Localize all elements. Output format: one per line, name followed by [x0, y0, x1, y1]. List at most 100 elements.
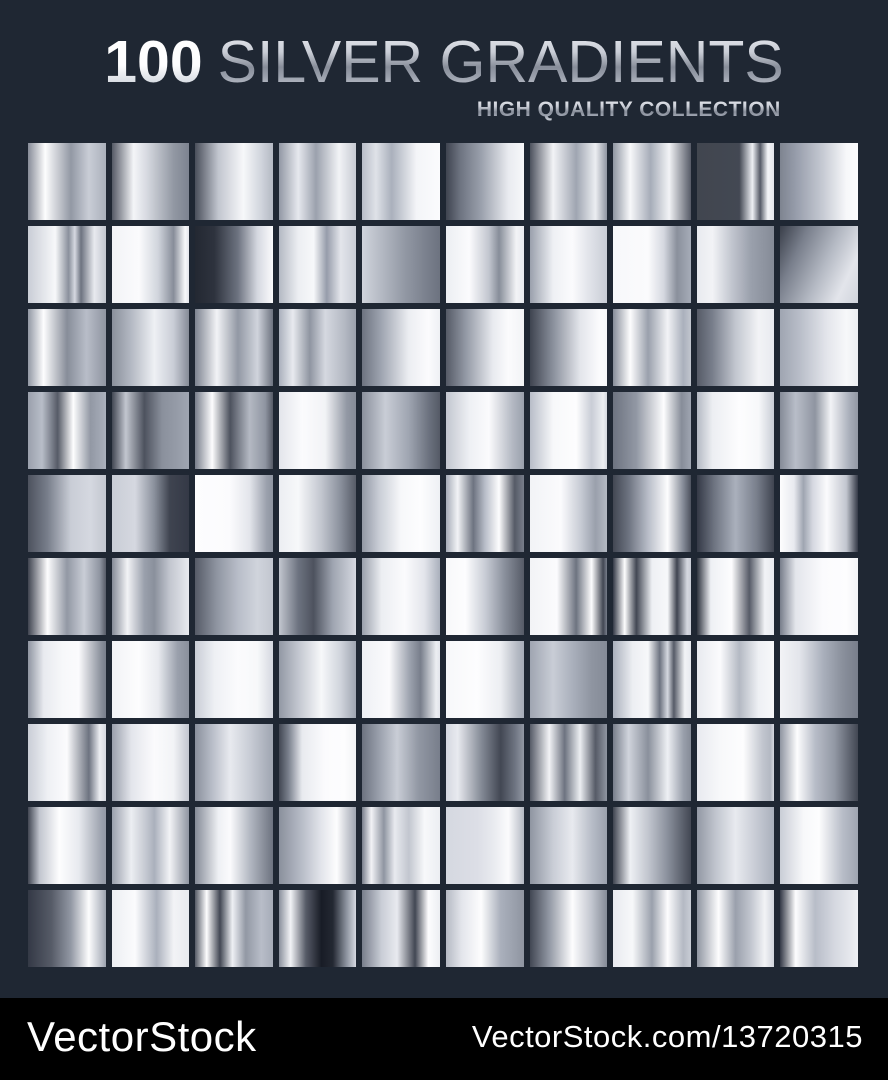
page-title: 100 SILVER GRADIENTS	[104, 33, 784, 92]
gradient-swatch-r7-c10	[780, 641, 858, 718]
gradient-swatch-r6-c5	[362, 558, 440, 635]
gradient-swatch-r4-c3	[195, 392, 273, 469]
gradient-swatch-r10-c4	[278, 890, 357, 967]
gradient-swatch-r4-c8	[613, 392, 691, 469]
gradient-swatch-r1-c8	[613, 143, 691, 220]
gradient-swatch-r6-c4	[278, 558, 357, 635]
gradient-swatch-r1-c7	[529, 143, 608, 220]
gradient-swatch-r7-c5	[362, 641, 440, 718]
gradient-swatch-r6-c9	[696, 558, 775, 635]
gradient-swatch-r7-c4	[278, 641, 357, 718]
gradient-swatch-r6-c2	[111, 558, 190, 635]
gradient-swatch-r10-c7	[529, 890, 608, 967]
gradient-swatch-r6-c1	[28, 558, 106, 635]
gradient-swatch-r6-c7	[529, 558, 608, 635]
gradient-swatch-r6-c3	[195, 558, 273, 635]
gradient-swatch-r4-c5	[362, 392, 440, 469]
gradient-swatch-r1-c3	[195, 143, 273, 220]
gradient-swatch-r2-c1	[28, 226, 106, 303]
gradient-swatch-r2-c7	[529, 226, 608, 303]
gradient-swatch-r4-c1	[28, 392, 106, 469]
gradient-swatch-r3-c9	[696, 309, 775, 386]
gradient-swatch-r8-c7	[529, 724, 608, 801]
gradient-swatch-r7-c1	[28, 641, 106, 718]
gradient-swatch-r9-c4	[278, 807, 357, 884]
gradient-swatch-r10-c6	[445, 890, 524, 967]
gradient-swatch-r2-c10	[780, 226, 858, 303]
header: 100 SILVER GRADIENTS HIGH QUALITY COLLECT…	[0, 0, 888, 122]
gradient-swatch-r9-c6	[445, 807, 524, 884]
gradient-swatch-r3-c3	[195, 309, 273, 386]
gradient-swatch-r10-c1	[28, 890, 106, 967]
gradient-swatch-r5-c5	[362, 475, 440, 552]
gradient-swatch-r1-c9	[696, 143, 775, 220]
gradient-swatch-r1-c4	[278, 143, 357, 220]
gradient-swatch-r8-c6	[445, 724, 524, 801]
gradient-swatch-r8-c9	[696, 724, 775, 801]
gradient-swatch-r1-c10	[780, 143, 858, 220]
gradient-swatch-r6-c10	[780, 558, 858, 635]
gradient-swatch-r5-c6	[445, 475, 524, 552]
gradient-swatch-r9-c1	[28, 807, 106, 884]
gradient-count-label: 100	[104, 29, 203, 95]
gradient-swatch-r4-c9	[696, 392, 775, 469]
gradient-swatch-r6-c8	[613, 558, 691, 635]
gradient-swatch-r3-c7	[529, 309, 608, 386]
gradient-swatch-r8-c10	[780, 724, 858, 801]
gradient-swatch-r3-c4	[278, 309, 357, 386]
subtitle-label: HIGH QUALITY COLLECTION	[104, 98, 784, 122]
watermark-url: VectorStock.com/13720315	[471, 1019, 863, 1054]
gradient-swatch-r8-c3	[195, 724, 273, 801]
gradient-swatch-r3-c6	[445, 309, 524, 386]
gradient-swatch-r5-c1	[28, 475, 106, 552]
gradient-swatch-r9-c7	[529, 807, 608, 884]
gradient-swatch-r7-c9	[696, 641, 775, 718]
gradient-swatch-r3-c1	[28, 309, 106, 386]
gradient-swatch-r7-c2	[111, 641, 190, 718]
gradient-swatch-r2-c6	[445, 226, 524, 303]
gradient-swatch-r4-c10	[780, 392, 858, 469]
gradient-swatch-r2-c5	[362, 226, 440, 303]
gradient-swatch-r8-c5	[362, 724, 440, 801]
title-label: SILVER GRADIENTS	[217, 29, 784, 95]
gradient-swatch-r9-c8	[613, 807, 691, 884]
brand-logo-text: VectorStock	[27, 1013, 257, 1060]
gradient-swatch-r3-c5	[362, 309, 440, 386]
gradient-swatch-r4-c4	[278, 392, 357, 469]
gradient-swatch-r8-c4	[278, 724, 357, 801]
gradient-swatch-r7-c3	[195, 641, 273, 718]
gradient-swatch-r9-c9	[696, 807, 775, 884]
gradient-swatch-r3-c2	[111, 309, 190, 386]
gradient-swatch-r7-c7	[529, 641, 608, 718]
gradient-swatch-r1-c2	[111, 143, 190, 220]
gradient-swatch-r10-c8	[613, 890, 691, 967]
gradient-swatch-r5-c8	[613, 475, 691, 552]
gradient-grid	[28, 143, 858, 967]
gradient-swatch-r9-c2	[111, 807, 190, 884]
gradient-swatch-r3-c8	[613, 309, 691, 386]
gradient-swatch-r4-c6	[445, 392, 524, 469]
gradient-swatch-r5-c9	[696, 475, 775, 552]
gradient-swatch-r9-c3	[195, 807, 273, 884]
gradient-swatch-r2-c3	[195, 226, 273, 303]
gradient-swatch-r10-c2	[111, 890, 190, 967]
gradient-swatch-r9-c5	[362, 807, 440, 884]
gradient-swatch-r5-c2	[111, 475, 190, 552]
gradient-swatch-r8-c8	[613, 724, 691, 801]
gradient-swatch-r4-c7	[529, 392, 608, 469]
gradient-swatch-r5-c7	[529, 475, 608, 552]
gradient-swatch-r10-c5	[362, 890, 440, 967]
gradient-swatch-r1-c1	[28, 143, 106, 220]
gradient-swatch-r5-c4	[278, 475, 357, 552]
gradient-swatch-r4-c2	[111, 392, 190, 469]
gradient-swatch-r2-c2	[111, 226, 190, 303]
gradient-swatch-r2-c9	[696, 226, 775, 303]
gradient-swatch-r10-c10	[780, 890, 858, 967]
gradient-swatch-r3-c10	[780, 309, 858, 386]
gradient-swatch-r2-c8	[613, 226, 691, 303]
title-block: 100 SILVER GRADIENTS HIGH QUALITY COLLECT…	[104, 33, 784, 122]
gradient-swatch-r7-c8	[613, 641, 691, 718]
watermark-bar: VectorStock VectorStock.com/13720315	[0, 998, 888, 1080]
gradient-swatch-r2-c4	[278, 226, 357, 303]
